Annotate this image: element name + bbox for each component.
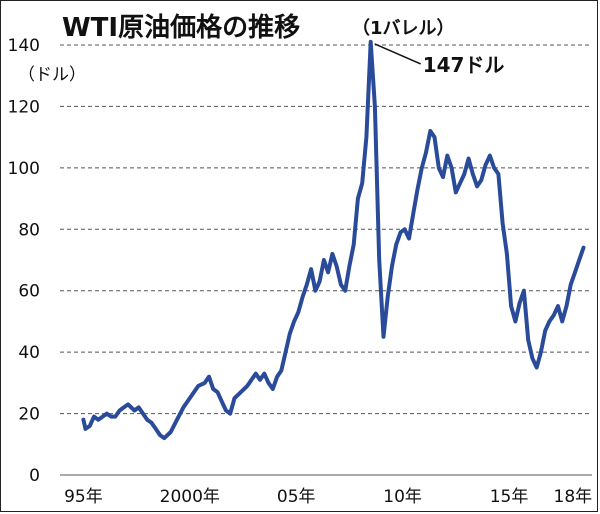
chart-subtitle: （1バレル） <box>352 18 455 39</box>
y-tick-label: 60 <box>18 282 40 302</box>
series-line-wti <box>81 39 586 441</box>
y-axis-unit: （ドル） <box>18 65 86 85</box>
x-tick-label: 05年 <box>277 487 316 507</box>
chart-title: WTI原油価格の推移 <box>62 12 300 43</box>
y-tick-label: 80 <box>18 220 40 240</box>
y-tick-label: 120 <box>8 97 40 117</box>
x-tick-label: 2000年 <box>160 487 220 507</box>
x-tick-label: 10年 <box>383 487 422 507</box>
annotation-peak-label: 147ドル <box>423 53 505 77</box>
annotation-leader-line <box>374 43 421 65</box>
x-tick-label: 95年 <box>64 487 103 507</box>
y-tick-label: 0 <box>29 466 40 486</box>
y-tick-label: 100 <box>8 159 40 179</box>
y-axis-ticks: 0 20 40 60 80 100 120 140 <box>8 36 40 486</box>
y-tick-label: 140 <box>8 36 40 56</box>
gridlines <box>60 44 592 476</box>
y-tick-label: 40 <box>18 343 40 363</box>
x-tick-label: 15年 <box>490 487 529 507</box>
y-tick-label: 20 <box>18 405 40 425</box>
x-axis-ticks: 95年 2000年 05年 10年 15年 18年 <box>64 487 592 507</box>
x-tick-label: 18年 <box>554 487 593 507</box>
